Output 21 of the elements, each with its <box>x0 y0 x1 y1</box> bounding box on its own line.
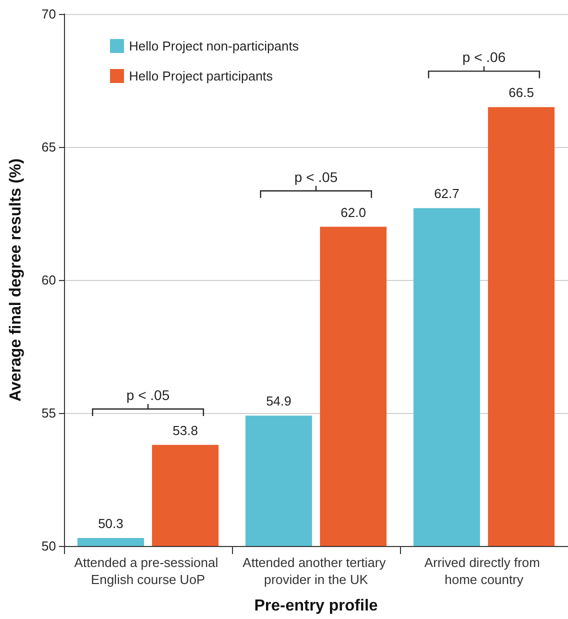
data-label: 66.5 <box>508 85 534 100</box>
data-label: 62.0 <box>340 204 366 220</box>
annotation: p < .05 <box>294 168 338 185</box>
annotation: p < .05 <box>126 387 170 403</box>
data-label: 62.7 <box>434 186 460 202</box>
y-tick-label: 55 <box>42 406 56 420</box>
data-label: 54.9 <box>266 394 292 409</box>
x-tick-label: Arrived directly from home country <box>424 555 544 587</box>
y-tick-label: 65 <box>42 140 56 154</box>
annotation: p < .06 <box>462 49 506 66</box>
y-tick-label: 60 <box>42 272 56 288</box>
y-tick-label: 50 <box>42 538 56 554</box>
data-label: 53.8 <box>172 422 198 438</box>
data-label: 50.3 <box>98 516 124 532</box>
x-axis-title: Pre-entry profile <box>254 598 378 614</box>
y-axis-title: Average final degree results (%) <box>8 158 24 402</box>
legend-label: Hello Project participants <box>129 68 274 84</box>
x-tick-label: Attended a pre-sessional English course UoP <box>74 555 222 587</box>
y-tick-label: 70 <box>42 6 56 22</box>
legend-label: Hello Project non-participants <box>129 38 300 54</box>
x-tick-label: Attended another tertiary provider in the UK <box>242 555 390 587</box>
